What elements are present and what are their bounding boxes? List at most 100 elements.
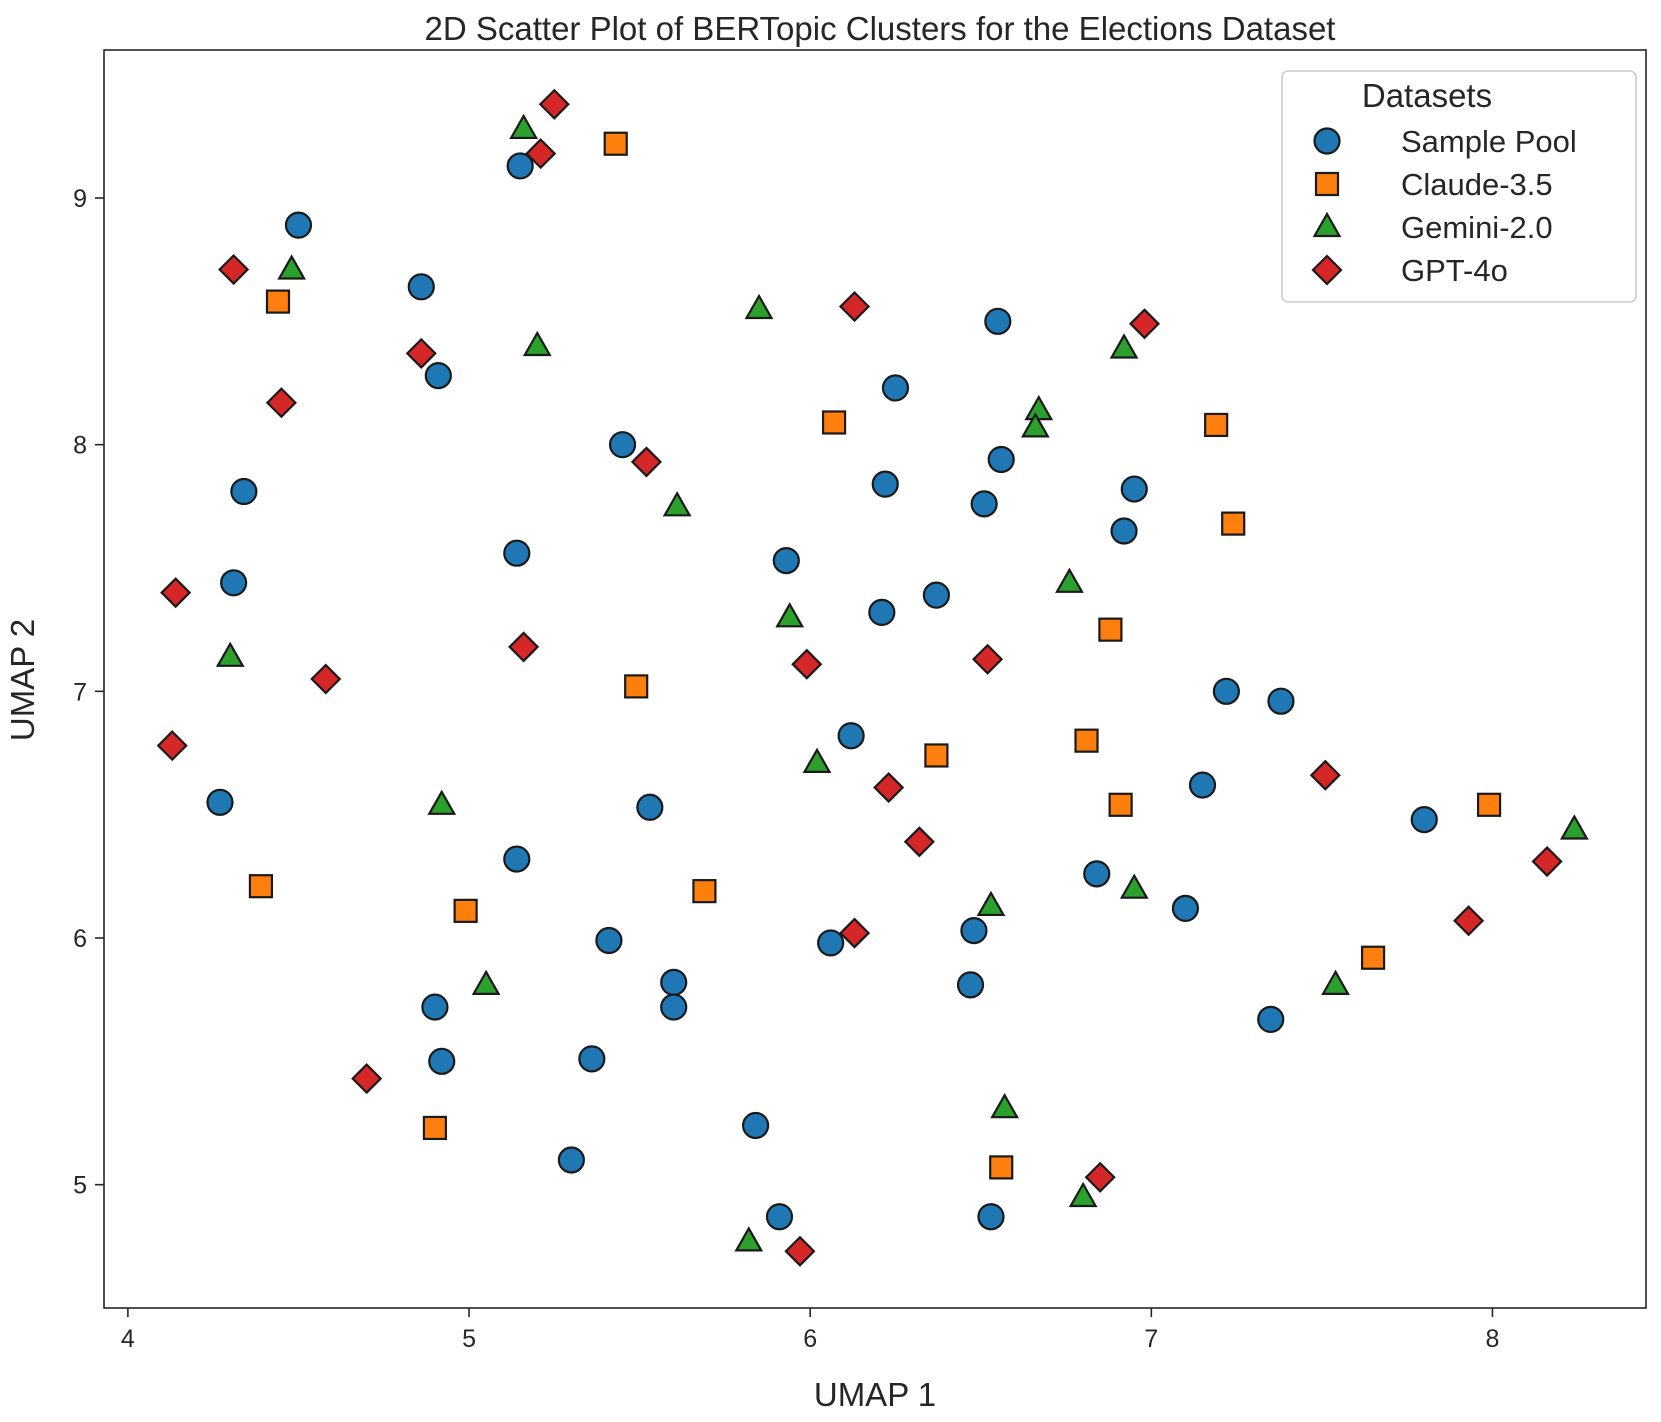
y-tick-label: 7	[73, 678, 87, 706]
y-tick-label: 5	[73, 1172, 87, 1200]
data-point	[284, 211, 313, 239]
y-axis: 5 6 7 8 9	[73, 185, 104, 1200]
data-point	[989, 1155, 1014, 1180]
data-point	[160, 577, 192, 609]
data-point	[1024, 394, 1054, 421]
series-sample-pool	[206, 152, 1438, 1231]
data-point	[976, 890, 1006, 917]
data-point	[1171, 894, 1200, 923]
data-point	[881, 374, 910, 402]
series-claude-3-5	[248, 131, 1502, 1180]
legend-marker-triangle	[1312, 211, 1342, 238]
data-point	[230, 477, 258, 506]
data-point	[1212, 677, 1240, 705]
data-point	[506, 152, 534, 180]
data-point	[538, 88, 570, 120]
data-point	[218, 253, 250, 286]
data-point	[428, 1047, 456, 1075]
data-point	[603, 131, 628, 156]
data-point	[1188, 771, 1217, 799]
legend: Datasets Sample Pool Claude-3.5 Gemini-2.0…	[1281, 70, 1637, 303]
y-tick-label: 6	[73, 925, 87, 953]
data-point	[1309, 759, 1341, 791]
data-point	[1098, 617, 1123, 642]
x-tick-label: 6	[803, 1325, 817, 1353]
x-tick-label: 8	[1486, 1325, 1500, 1353]
data-point	[522, 330, 552, 357]
data-point	[838, 290, 871, 323]
data-point	[1119, 873, 1149, 899]
data-point	[407, 273, 435, 301]
data-point	[595, 926, 623, 955]
data-point	[422, 1115, 448, 1141]
data-point	[838, 917, 871, 949]
data-point	[922, 581, 951, 609]
data-point	[424, 362, 452, 390]
legend-marker-square	[1314, 171, 1340, 197]
data-point	[1108, 792, 1133, 817]
data-point	[1083, 860, 1111, 888]
data-point	[578, 1045, 606, 1073]
data-point	[1120, 475, 1148, 503]
data-point	[744, 293, 774, 320]
data-point	[265, 387, 297, 419]
data-point	[972, 643, 1004, 675]
data-point	[987, 445, 1015, 474]
data-point	[903, 826, 935, 858]
data-point	[871, 470, 899, 498]
series-gpt-4o	[156, 88, 1563, 1267]
legend-title: Datasets	[1362, 77, 1492, 114]
data-point	[1257, 1005, 1285, 1034]
data-point	[970, 490, 998, 518]
data-point	[817, 929, 845, 957]
data-point	[1109, 333, 1139, 359]
data-point	[206, 788, 234, 816]
data-point	[508, 631, 540, 663]
data-point	[1267, 687, 1295, 715]
chart-title: 2D Scatter Plot of BERTopic Clusters for…	[425, 10, 1336, 47]
x-tick-label: 7	[1144, 1325, 1158, 1353]
x-tick-label: 5	[462, 1325, 476, 1353]
data-point	[636, 793, 664, 821]
data-point	[557, 1146, 585, 1174]
data-point	[956, 971, 985, 999]
data-point	[1084, 1161, 1116, 1193]
data-point	[873, 771, 905, 804]
data-point	[924, 743, 949, 768]
legend-marker-diamond	[1311, 254, 1343, 286]
data-point	[1110, 517, 1138, 545]
data-point	[421, 993, 449, 1021]
data-point	[765, 1203, 794, 1231]
data-point	[660, 968, 688, 997]
data-point	[772, 546, 800, 575]
data-point	[1360, 945, 1386, 970]
data-point	[960, 916, 988, 945]
data-point	[503, 845, 531, 873]
data-point	[1221, 511, 1246, 536]
data-point	[784, 1235, 816, 1267]
data-point	[1020, 412, 1050, 438]
data-points	[156, 88, 1589, 1267]
data-point	[503, 539, 531, 567]
data-point	[775, 602, 805, 628]
data-point	[1476, 792, 1502, 817]
x-axis-label: UMAP 1	[814, 1376, 936, 1413]
data-point	[791, 648, 823, 680]
data-point	[608, 431, 637, 459]
data-point	[630, 446, 662, 478]
data-point	[453, 898, 478, 923]
data-point	[525, 138, 557, 170]
data-point	[1128, 308, 1161, 340]
legend-label: Claude-3.5	[1401, 167, 1553, 202]
data-point	[1559, 814, 1589, 840]
data-point	[1068, 1181, 1098, 1208]
y-axis-label: UMAP 2	[4, 619, 41, 741]
data-point	[821, 410, 847, 435]
legend-label: GPT-4o	[1401, 253, 1508, 288]
legend-marker-circle	[1313, 127, 1341, 155]
data-point	[1531, 845, 1563, 878]
data-point	[427, 789, 457, 815]
plot-area	[103, 49, 1647, 1309]
data-point	[215, 641, 245, 667]
